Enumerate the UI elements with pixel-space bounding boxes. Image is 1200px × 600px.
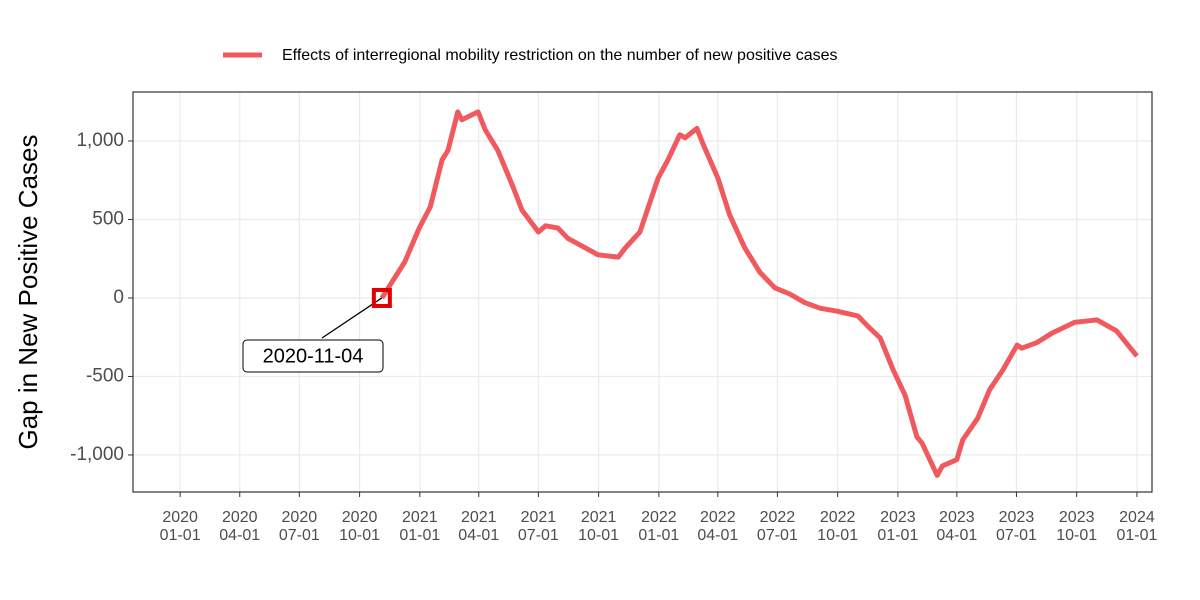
x-tick-label: 2022 01-01 xyxy=(638,509,680,544)
x-tick-label: 2020 04-01 xyxy=(219,509,261,544)
x-tick-label: 2020 07-01 xyxy=(278,509,320,544)
y-tick-label: 500 xyxy=(92,208,124,229)
x-tick-label: 2021 01-01 xyxy=(399,509,441,544)
x-tick-label: 2023 04-01 xyxy=(936,509,978,544)
x-tick-label: 2024 01-01 xyxy=(1116,509,1158,544)
x-tick-label: 2020 10-01 xyxy=(339,509,381,544)
x-tick-label: 2022 10-01 xyxy=(817,509,859,544)
x-tick-label: 2023 01-01 xyxy=(877,509,919,544)
x-tick-label: 2022 04-01 xyxy=(697,509,739,544)
x-tick-label: 2021 07-01 xyxy=(517,509,559,544)
x-tick-label: 2021 04-01 xyxy=(458,509,500,544)
x-tick-label: 2020 01-01 xyxy=(159,509,201,544)
y-axis-title: Gap in New Positive Cases xyxy=(13,134,43,449)
x-tick-label: 2021 10-01 xyxy=(578,509,620,544)
annotation-marker xyxy=(371,287,392,308)
y-tick-label: 0 xyxy=(113,287,124,308)
y-tick-label: -500 xyxy=(86,365,124,386)
annotation-label: 2020-11-04 xyxy=(263,345,364,367)
plot-border xyxy=(132,91,1153,493)
y-tick-label: -1,000 xyxy=(70,444,124,465)
y-tick-label: 1,000 xyxy=(76,130,124,151)
data-line xyxy=(379,109,1139,478)
x-tick-label: 2022 07-01 xyxy=(756,509,798,544)
annotation-box xyxy=(242,339,384,373)
x-tick-label: 2023 07-01 xyxy=(995,509,1037,544)
legend-label: Effects of interregional mobility restri… xyxy=(282,47,838,64)
x-tick-label: 2023 10-01 xyxy=(1056,509,1098,544)
